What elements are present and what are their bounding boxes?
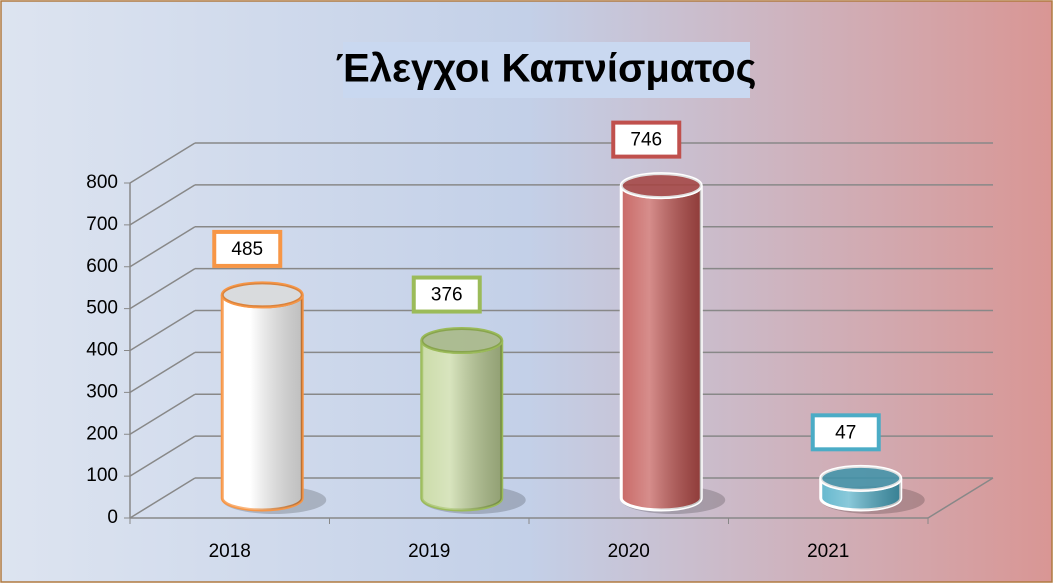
data-label: 47 [835, 422, 856, 443]
bar-shading [820, 478, 901, 510]
y-tick-label: 500 [86, 298, 118, 319]
title-box [343, 42, 750, 98]
y-tick-label: 300 [86, 381, 118, 402]
bar-top-shade [222, 282, 303, 307]
bar-top-shade [820, 466, 901, 491]
grid-line [129, 435, 196, 477]
data-label-box [611, 120, 682, 159]
y-tick-label: 200 [86, 423, 118, 444]
bar-shading [421, 340, 502, 510]
bar-shading [222, 294, 303, 510]
bar-top [420, 327, 504, 355]
grid-line [129, 351, 196, 394]
bar-shading [621, 185, 702, 511]
y-tick-label: 100 [86, 465, 118, 486]
data-label: 746 [630, 130, 662, 151]
grid-line [129, 267, 196, 310]
y-tick-label: 400 [86, 340, 118, 361]
bar-top-shade [621, 173, 702, 198]
x-tick-label: 2020 [608, 541, 650, 562]
y-tick-label: 800 [86, 172, 118, 193]
grid-line [129, 142, 196, 184]
x-tick-label: 2019 [408, 541, 450, 562]
data-label-box [212, 229, 283, 268]
grid-line [129, 226, 196, 268]
data-label-box [810, 413, 881, 452]
y-tick-label: 600 [86, 256, 118, 277]
x-tick-label: 2018 [209, 541, 251, 562]
bar-top [619, 172, 703, 200]
data-label-box [411, 275, 482, 314]
grid-line [129, 309, 196, 352]
y-tick-label: 0 [107, 507, 118, 528]
y-tick-label: 700 [86, 214, 118, 235]
bar-top-shade [421, 328, 502, 353]
floor-right [927, 477, 994, 519]
grid-line [129, 393, 196, 435]
chart-title: Έλεγχοι Καπνίσματος [336, 47, 757, 91]
grid-line [129, 477, 196, 519]
data-label: 376 [431, 285, 463, 306]
bar-top [220, 281, 304, 309]
grid-line [129, 184, 196, 226]
bar-top [819, 464, 903, 492]
data-label: 485 [231, 239, 263, 260]
x-tick-label: 2021 [807, 541, 849, 562]
